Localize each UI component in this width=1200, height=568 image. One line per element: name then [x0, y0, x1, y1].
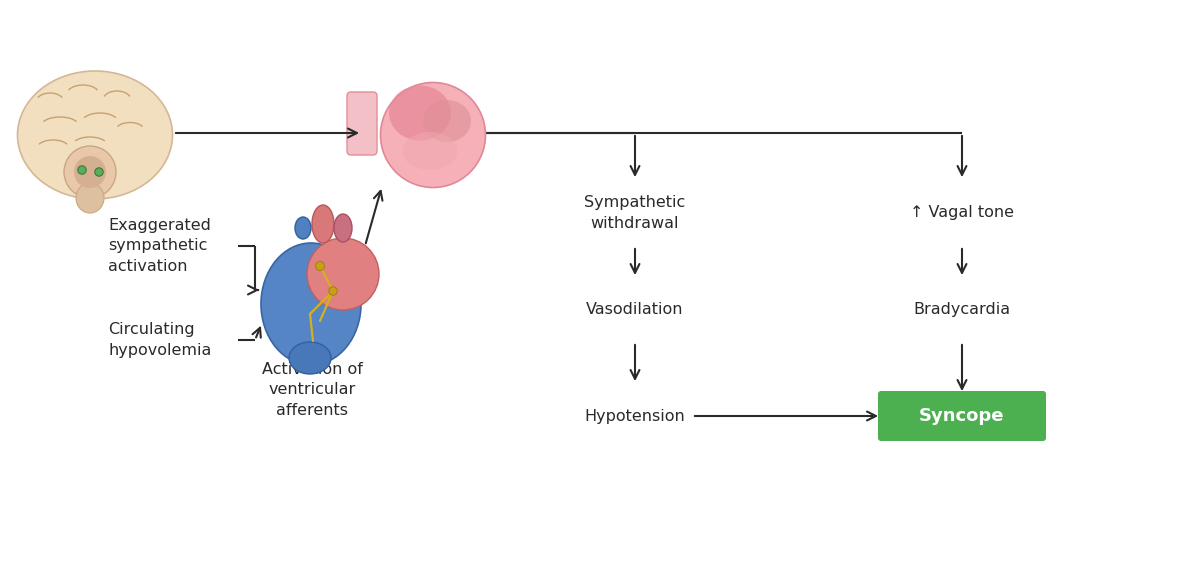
FancyBboxPatch shape	[347, 92, 377, 155]
Ellipse shape	[389, 86, 451, 140]
Text: Circulating
hypovolemia: Circulating hypovolemia	[108, 322, 211, 358]
Ellipse shape	[18, 71, 173, 199]
Ellipse shape	[295, 217, 311, 239]
Circle shape	[316, 261, 324, 270]
Ellipse shape	[380, 82, 486, 187]
Ellipse shape	[402, 132, 457, 170]
Text: Bradycardia: Bradycardia	[913, 303, 1010, 318]
Text: ↑ Vagal tone: ↑ Vagal tone	[910, 206, 1014, 220]
Ellipse shape	[74, 156, 106, 188]
Circle shape	[329, 287, 337, 295]
Circle shape	[78, 166, 86, 174]
Ellipse shape	[76, 183, 104, 213]
Ellipse shape	[424, 100, 470, 142]
Text: Activation of
ventricular
afferents: Activation of ventricular afferents	[262, 362, 362, 418]
Text: Exaggerated
sympathetic
activation: Exaggerated sympathetic activation	[108, 218, 211, 274]
Ellipse shape	[64, 146, 116, 198]
Text: Hypotension: Hypotension	[584, 408, 685, 424]
Text: Sympathetic
withdrawal: Sympathetic withdrawal	[584, 195, 685, 231]
Ellipse shape	[307, 238, 379, 310]
Ellipse shape	[312, 205, 334, 243]
Text: Syncope: Syncope	[919, 407, 1004, 425]
FancyBboxPatch shape	[878, 391, 1046, 441]
Ellipse shape	[334, 214, 352, 242]
Ellipse shape	[289, 342, 331, 374]
Ellipse shape	[262, 243, 361, 365]
Text: Vasodilation: Vasodilation	[587, 303, 684, 318]
Circle shape	[95, 168, 103, 176]
